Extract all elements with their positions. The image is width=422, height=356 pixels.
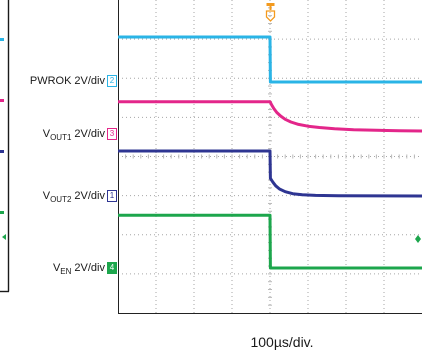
ch4-level-marker-icon	[415, 235, 421, 243]
traces	[118, 35, 422, 270]
adjacent-marker	[0, 211, 4, 214]
channel-scale: 2V/div	[74, 128, 105, 140]
trace-ch1	[118, 149, 422, 198]
channel-name: V	[42, 190, 51, 202]
channel-number-badge: 3	[107, 128, 117, 140]
trace-ch2	[118, 35, 422, 84]
channel-label-text: PWROK 2V/div	[30, 74, 105, 88]
adjacent-marker	[0, 38, 4, 41]
channel-name-subscript: OUT1	[50, 133, 72, 142]
channel-name: PWROK	[29, 75, 72, 87]
channel-scale: 2V/div	[74, 262, 105, 274]
trigger-marker-arrow	[265, 10, 276, 22]
channel-label-text: VEN 2V/div	[52, 261, 105, 276]
channel-label-pwrok: PWROK 2V/div 2	[0, 74, 117, 88]
channel-number-badge: 2	[107, 75, 117, 87]
channel-scale: 2V/div	[74, 190, 105, 202]
timebase-label: 100µs/div.	[250, 334, 314, 350]
channel-number-badge: 4	[107, 262, 117, 274]
channel-name-subscript: EN	[60, 267, 72, 276]
adjacent-marker	[2, 234, 6, 240]
channel-label-vout2: VOUT2 2V/div 1	[0, 189, 117, 204]
trigger-marker-icon	[265, 3, 276, 22]
adjacent-panel-edge	[0, 0, 10, 293]
trigger-marker-bar	[266, 3, 275, 6]
channel-name: V	[52, 262, 61, 274]
channel-number-badge: 1	[107, 190, 117, 202]
channel-name: V	[42, 128, 51, 140]
channel-label-text: VOUT2 2V/div	[42, 189, 105, 204]
adjacent-marker	[0, 150, 4, 153]
channel-name-subscript: OUT2	[50, 195, 72, 204]
trigger-marker-stem	[269, 5, 272, 10]
channel-label-text: VOUT1 2V/div	[42, 127, 105, 142]
adjacent-marker	[0, 99, 4, 102]
channel-label-vout1: VOUT1 2V/div 3	[0, 127, 117, 142]
trace-ch4	[118, 213, 422, 270]
channel-scale: 2V/div	[74, 75, 105, 87]
channel-label-ven: VEN 2V/div 4	[0, 261, 117, 276]
trace-ch3	[118, 100, 422, 133]
